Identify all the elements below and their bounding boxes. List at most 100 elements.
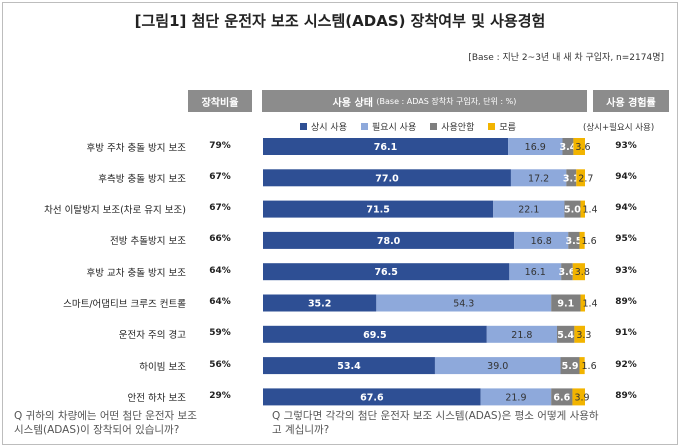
category-label: 운전자 주의 경고 [118,330,186,342]
data-label: 1.6 [582,361,597,372]
bar-segment [574,325,585,343]
install-rate-value: 59% [209,328,231,339]
legend-item: 사용안함 [430,120,474,133]
data-label: 1.4 [582,205,597,216]
data-label: 16.1 [525,267,546,278]
bar-segment [573,138,585,155]
data-label: 1.6 [582,236,597,247]
data-label: 3.3 [576,330,591,341]
legend-swatch [300,123,307,130]
data-label: 76.1 [374,142,397,153]
data-label: 77.0 [375,173,399,184]
bar-segment [486,325,557,343]
usage-experience-value: 89% [615,297,637,307]
header-install-rate: 장착비율 [188,90,252,112]
legend-item: 필요시 사용 [360,120,417,133]
chart-legend: 상시 사용 필요시 사용 사용안함 모름 [300,120,516,133]
bar-segment [263,294,377,312]
usage-experience-value: 95% [615,234,637,245]
legend-item: 상시 사용 [300,120,347,133]
bar-segment [263,231,515,249]
bar-segment [566,169,577,187]
bar-segment [263,169,511,187]
usage-experience-value: 92% [615,359,637,370]
data-label: 53.4 [337,361,361,372]
legend-label: 사용안함 [441,123,475,133]
data-label: 5.0 [564,205,581,216]
data-label: 71.5 [366,205,389,216]
data-label: 17.2 [528,173,549,184]
usage-experience-value: 94% [615,203,637,214]
usage-experience-value: 91% [615,328,637,339]
bar-segment [579,357,585,375]
usage-experience-value: 94% [615,171,637,182]
bar-segment [480,388,552,406]
data-label: 16.8 [531,236,552,247]
category-label: 차선 이탈방지 보조(차로 유지 보조) [44,205,186,217]
data-label: 9.1 [557,299,574,310]
data-label: 3.1 [563,173,580,184]
data-label: 67.6 [360,392,384,403]
data-label: 1.4 [582,299,597,310]
install-rate-value: 64% [209,297,231,307]
bar-segment [509,263,562,281]
bar-segment [263,388,481,406]
header-usage-experience: 사용 경험률 [593,90,669,112]
legend-swatch [360,123,368,130]
category-label: 스마트/어댑티브 크루즈 컨트롤 [63,299,186,310]
data-label: 39.0 [487,361,508,372]
bar-segment [376,294,552,312]
data-label: 2.7 [578,173,593,184]
data-label: 3.8 [575,267,590,278]
question-right: Q 그렇다면 각각의 첨단 운전자 보조 시스템(ADAS)은 평소 어떻게 사… [272,410,599,436]
figure-title: [그림1] 첨단 운전자 보조 시스템(ADAS) 장착여부 및 사용경험 [134,12,546,30]
data-label: 78.0 [377,236,401,247]
data-label: 21.8 [511,330,532,341]
bar-segment [580,200,585,218]
header-usage-status-sub: (Base : ADAS 장착차 구입자, 단위 : %) [376,96,517,106]
data-label: 3.9 [574,392,589,403]
header-usage-status: 사용 상태 (Base : ADAS 장착차 구입자, 단위 : %) [262,90,587,112]
bar-segment [510,169,567,187]
bar-segment [434,357,561,375]
bar-segment [561,263,573,281]
install-rate-value: 79% [209,140,231,151]
category-label: 후방 주차 충돌 방지 보조 [86,142,186,154]
usage-experience-value: 93% [615,265,637,276]
category-label: 하이빔 보조 [139,361,186,373]
base-note: [Base : 지난 2~3년 내 새 차 구입자, n=2174명] [468,53,664,63]
data-label: 54.3 [453,299,474,310]
bar-segment [551,388,573,406]
legend-label: 필요시 사용 [371,123,417,133]
bar-segment [579,231,585,249]
category-label: 안전 하차 보조 [127,392,186,404]
bar-segment [493,200,565,218]
data-label: 3.6 [559,267,576,278]
install-rate-value: 64% [209,265,231,276]
data-label: 21.9 [505,392,526,403]
data-label: 6.6 [553,392,570,403]
data-label: 69.5 [363,330,386,341]
header-usage-status-label: 사용 상태 [332,97,373,109]
usage-experience-value: 89% [615,390,637,401]
legend-swatch [430,123,438,130]
bar-segment [560,357,580,375]
bar-segment [576,169,585,187]
install-rate-value: 67% [209,203,231,214]
legend-label: 상시 사용 [311,123,347,133]
legend-label: 모름 [499,123,516,133]
install-rate-value: 66% [209,234,231,245]
category-label: 후측방 충돌 방지 보조 [98,173,186,185]
usage-experience-value: 93% [615,140,637,151]
bar-segment [568,231,580,249]
bar-segment [263,138,509,155]
data-label: 16.9 [525,142,546,153]
data-label: 3.4 [560,142,577,153]
bar-segment [508,138,563,155]
bar-segment [263,263,510,281]
bar-segment [551,294,581,312]
data-label: 5.9 [562,361,579,372]
bar-segment [572,388,585,406]
install-rate-value: 67% [209,171,231,182]
